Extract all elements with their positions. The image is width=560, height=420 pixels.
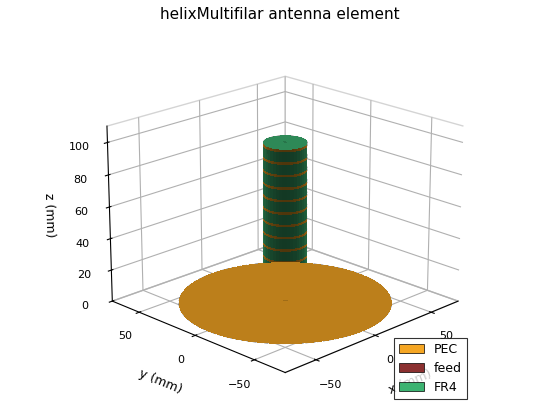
X-axis label: x (mm): x (mm) [386,367,433,396]
Legend: PEC, feed, FR4: PEC, feed, FR4 [394,338,466,399]
Title: helixMultifilar antenna element: helixMultifilar antenna element [160,7,400,22]
Y-axis label: y (mm): y (mm) [137,367,184,396]
